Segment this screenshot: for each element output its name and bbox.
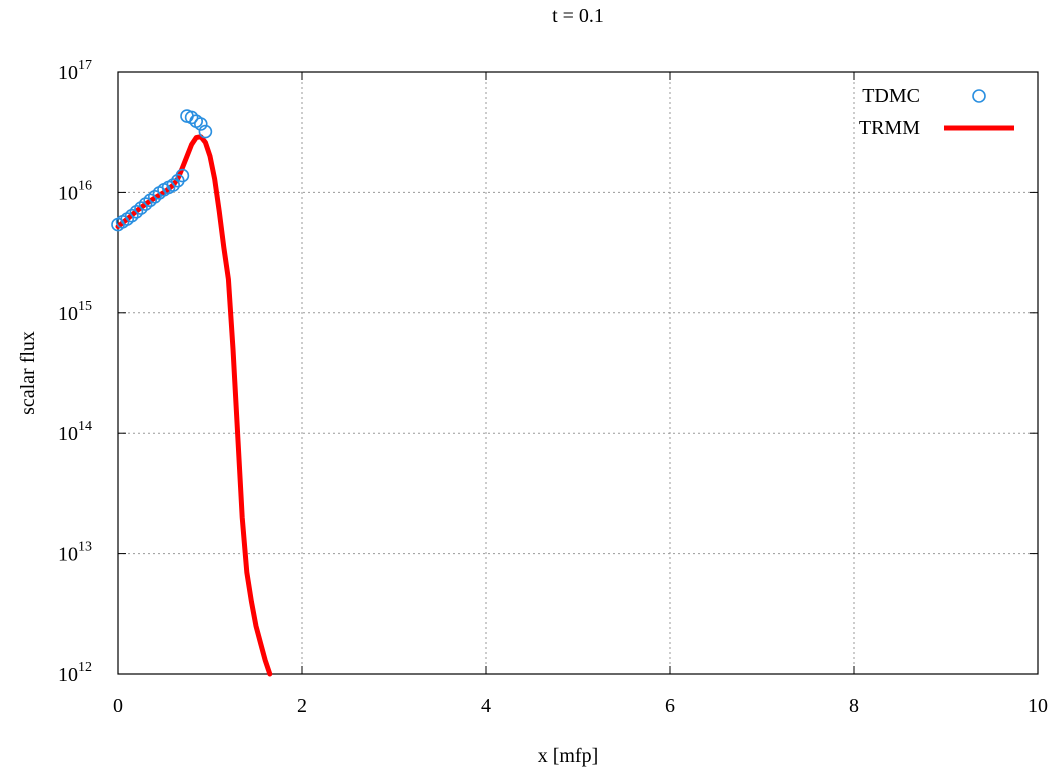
y-tick-label-base: 10 <box>58 182 78 204</box>
x-tick-label: 6 <box>665 695 675 717</box>
data-point-tdmc <box>175 168 190 183</box>
legend-label-tdmc: TDMC <box>862 85 920 107</box>
x-tick-label: 4 <box>481 695 491 717</box>
y-tick-label: 1013 <box>58 540 92 566</box>
data-point-tdmc <box>138 197 153 211</box>
data-point-tdmc <box>134 201 148 215</box>
data-point-tdmc <box>125 208 139 223</box>
data-point-tdmc <box>148 190 162 204</box>
series-line-trmm <box>115 134 273 677</box>
data-point-tdmc <box>129 205 144 219</box>
data-point-tdmc <box>166 178 180 192</box>
y-tick-label-exponent: 12 <box>78 660 92 675</box>
y-tick-label-exponent: 17 <box>78 58 92 73</box>
y-tick-label-base: 10 <box>58 303 78 325</box>
y-tick-label: 1017 <box>58 58 92 84</box>
y-tick-label-exponent: 16 <box>78 178 92 193</box>
y-tick-label-base: 10 <box>58 62 78 84</box>
grid <box>118 72 1038 674</box>
x-tick-label: 10 <box>1028 695 1048 717</box>
y-tick-label-base: 10 <box>58 423 78 445</box>
y-axis-label: scalar flux <box>17 331 39 415</box>
y-tick-label-base: 10 <box>58 544 78 566</box>
y-tick-label-exponent: 14 <box>78 419 92 434</box>
y-tick-label-base: 10 <box>58 664 78 686</box>
ticks <box>117 71 1039 675</box>
data-point-tdmc <box>184 110 199 125</box>
data-point-tdmc <box>194 117 208 131</box>
chart-title: t = 0.1 <box>552 5 604 27</box>
legend: TDMC TRMM <box>859 85 1014 139</box>
legend-label-trmm: TRMM <box>859 117 920 139</box>
plot-frame <box>117 71 1039 675</box>
y-tick-label-exponent: 15 <box>78 299 92 314</box>
x-tick-label: 2 <box>297 695 307 717</box>
x-tick-label: 8 <box>849 695 859 717</box>
series-layer <box>111 109 273 677</box>
y-tick-label: 1012 <box>58 660 92 686</box>
x-tick-labels: 0 2 4 6 8 10 <box>113 695 1048 717</box>
y-tick-label-exponent: 13 <box>78 540 92 555</box>
data-point-tdmc <box>198 124 213 139</box>
y-tick-label: 1015 <box>58 299 92 325</box>
x-axis-label: x [mfp] <box>538 745 599 767</box>
y-tick-label: 1014 <box>58 419 92 445</box>
legend-marker-tdmc <box>972 89 986 103</box>
y-tick-label: 1016 <box>58 178 92 204</box>
x-tick-label: 0 <box>113 695 123 717</box>
